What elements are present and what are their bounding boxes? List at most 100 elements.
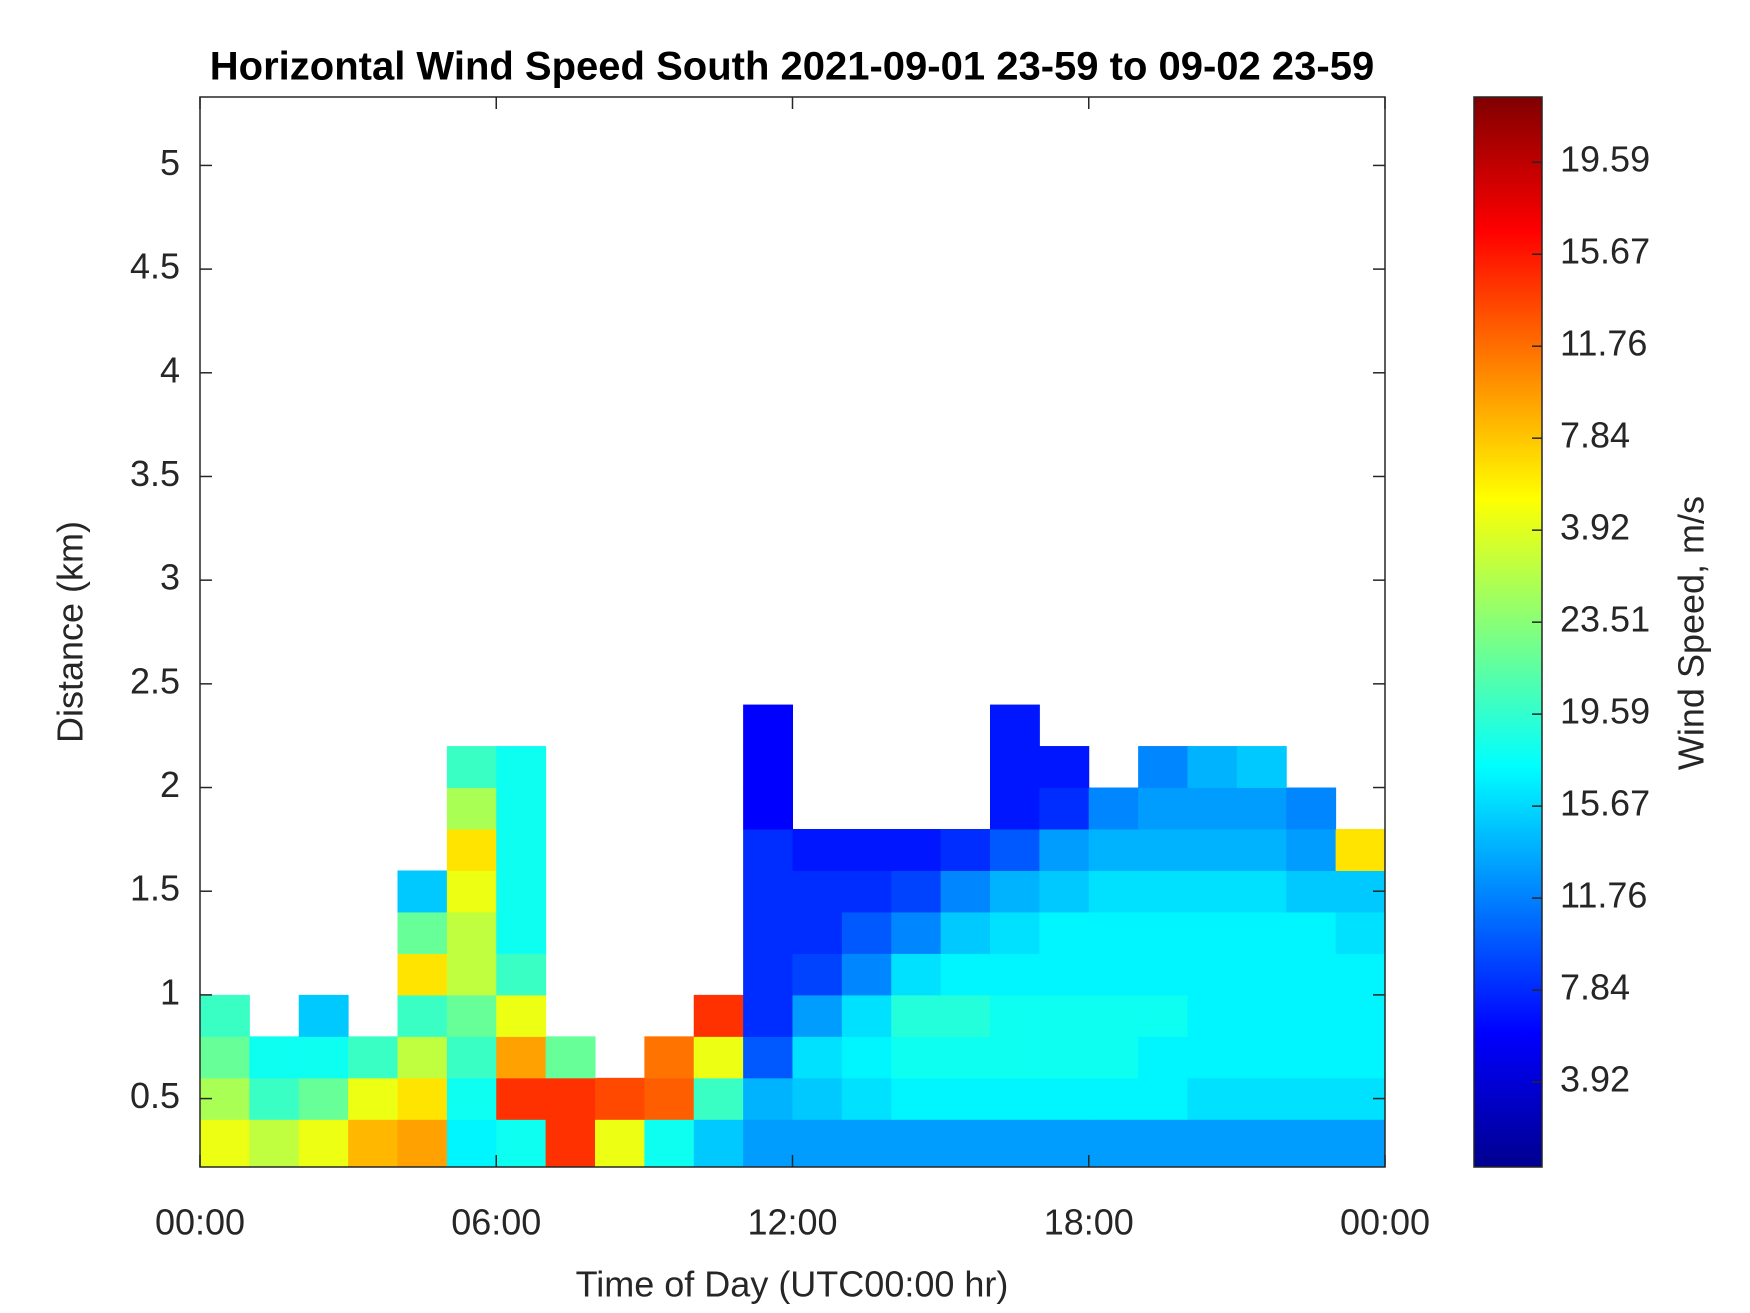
heatmap-cell (743, 994, 793, 1037)
heatmap-cell (940, 911, 991, 954)
heatmap-cell (1286, 787, 1337, 830)
heatmap-cell (1286, 994, 1337, 1037)
heatmap-cell (298, 1036, 349, 1079)
heatmap-cell (1088, 1119, 1139, 1168)
chart-title: Horizontal Wind Speed South 2021-09-01 2… (210, 45, 1374, 89)
heatmap-cell (446, 911, 497, 954)
y-tick-label: 4 (160, 349, 180, 390)
heatmap-cell (1286, 828, 1337, 871)
heatmap-cell (446, 994, 497, 1037)
heatmap-cell (1236, 746, 1287, 789)
y-tick-label: 5 (160, 142, 180, 183)
x-tick-label: 00:00 (1340, 1202, 1430, 1243)
y-tick-label: 0.5 (130, 1075, 180, 1116)
y-tick-label: 1.5 (130, 868, 180, 909)
colorbar-tick-label: 23.51 (1560, 599, 1650, 640)
heatmap-cell (792, 994, 843, 1037)
heatmap-cell (249, 1036, 300, 1079)
heatmap-cell (446, 1036, 497, 1079)
heatmap-cell (1088, 953, 1139, 996)
heatmap-cell (841, 994, 892, 1037)
heatmap-cell (990, 911, 1040, 954)
heatmap-cell (841, 828, 892, 871)
heatmap-cell (743, 828, 793, 871)
heatmap-cell (792, 1077, 843, 1120)
heatmap-cell (644, 1119, 695, 1168)
heatmap-cell (397, 994, 448, 1037)
heatmap-cell (1335, 1119, 1386, 1168)
heatmap-cell (990, 746, 1040, 789)
y-tick-label: 4.5 (130, 246, 180, 287)
y-tick-label: 3 (160, 557, 180, 598)
heatmap-cell (348, 1119, 398, 1168)
heatmap-cell (792, 1036, 843, 1079)
heatmap-cell (1187, 787, 1238, 830)
heatmap-cell (693, 1077, 744, 1120)
heatmap-cell (990, 870, 1040, 913)
heatmap-cell (496, 953, 547, 996)
heatmap-cell (1039, 1077, 1090, 1120)
heatmap-cell (990, 1036, 1040, 1079)
heatmap-cell (990, 828, 1040, 871)
heatmap-cell (693, 1036, 744, 1079)
x-axis-label: Time of Day (UTC00:00 hr) (576, 1264, 1009, 1305)
heatmap-cell (1088, 870, 1139, 913)
heatmap-cell (1088, 787, 1139, 830)
heatmap-cell (545, 1036, 596, 1079)
heatmap-cell (990, 994, 1040, 1037)
heatmap-cell (1088, 994, 1139, 1037)
x-tick-label: 12:00 (747, 1202, 837, 1243)
y-tick-label: 3.5 (130, 453, 180, 494)
heatmap-cell (545, 1077, 596, 1120)
heatmap-cell (1138, 1077, 1188, 1120)
heatmap-cell (496, 1036, 547, 1079)
y-tick-label: 2 (160, 764, 180, 805)
heatmap-cell (446, 953, 497, 996)
heatmap-cell (1138, 746, 1188, 789)
colorbar-tick-label: 15.67 (1560, 231, 1650, 272)
heatmap-cell (496, 828, 547, 871)
heatmap-cell (397, 870, 448, 913)
colorbar-tick-label: 3.92 (1560, 1059, 1630, 1100)
heatmap-cell (1039, 870, 1090, 913)
heatmap-cell (743, 787, 793, 830)
heatmap-cell (1187, 870, 1238, 913)
heatmap-cell (1138, 828, 1188, 871)
heatmap-cell (1335, 911, 1386, 954)
heatmap-cell (891, 828, 942, 871)
heatmap-cell (743, 1119, 793, 1168)
heatmap-cell (990, 1077, 1040, 1120)
heatmap-cell (1335, 994, 1386, 1037)
heatmap-cell (644, 1036, 695, 1079)
heatmap-cell (446, 870, 497, 913)
heatmap-cell (1138, 1119, 1188, 1168)
heatmap-cell (1236, 1077, 1287, 1120)
heatmap-cell (1286, 1119, 1337, 1168)
heatmap-cell (940, 828, 991, 871)
heatmap-cell (1088, 828, 1139, 871)
heatmap-cell (1138, 870, 1188, 913)
colorbar-tick-label: 19.59 (1560, 139, 1650, 180)
heatmap-cell (496, 787, 547, 830)
heatmap-cell (1138, 994, 1188, 1037)
heatmap-cell (1286, 1077, 1337, 1120)
heatmap-cell (891, 870, 942, 913)
y-tick-label: 1 (160, 971, 180, 1012)
colorbar-tick-label: 15.67 (1560, 783, 1650, 824)
x-tick-label: 06:00 (451, 1202, 541, 1243)
heatmap-cell (1138, 787, 1188, 830)
heatmap-cell (200, 1119, 250, 1168)
colorbar-tick-label: 11.76 (1560, 323, 1647, 364)
heatmap-cell (1039, 746, 1090, 789)
heatmap-cell (1236, 1036, 1287, 1079)
heatmap-cell (1187, 953, 1238, 996)
heatmap-cell (792, 1119, 843, 1168)
heatmap-cell (1286, 1036, 1337, 1079)
heatmap-cell (1039, 1036, 1090, 1079)
heatmap-cell (792, 953, 843, 996)
heatmap-cell (496, 994, 547, 1037)
x-tick-label: 00:00 (155, 1202, 245, 1243)
heatmap-cell (595, 1077, 645, 1120)
heatmap-cell (1187, 1036, 1238, 1079)
